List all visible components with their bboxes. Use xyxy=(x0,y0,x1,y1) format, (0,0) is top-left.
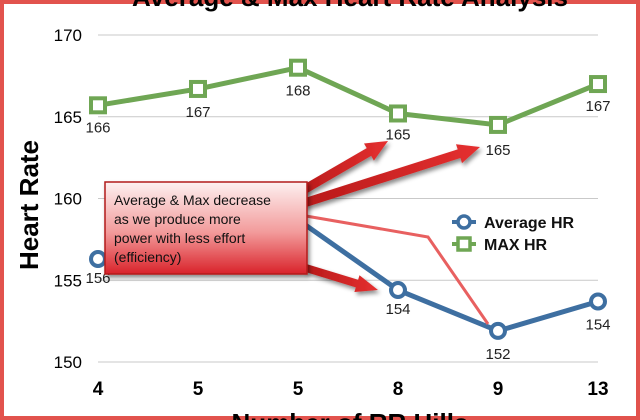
marker-average-hr xyxy=(389,281,407,300)
marker-max-hr xyxy=(589,75,607,94)
annotation-text-line: power with less effort xyxy=(114,230,245,246)
legend-label: MAX HR xyxy=(484,237,548,254)
x-axis-ticks: 4 5 5 8 9 13 xyxy=(93,379,609,400)
chart-title: Average & Max Heart Rate Analysis xyxy=(132,0,568,12)
annotation-arrow-to-max-8 xyxy=(297,141,388,196)
y-tick-label: 160 xyxy=(54,190,82,209)
data-label: 167 xyxy=(585,98,610,115)
series-line-max-hr xyxy=(95,65,601,128)
legend-label: Average HR xyxy=(484,215,575,232)
marker-max-hr xyxy=(389,104,407,123)
annotation-box xyxy=(104,181,308,275)
x-tick-label: 4 xyxy=(93,379,104,400)
data-label: 154 xyxy=(385,301,410,318)
legend-marker-average-hr xyxy=(456,214,472,230)
data-label: 154 xyxy=(585,317,610,334)
y-tick-label: 170 xyxy=(54,26,82,45)
legend-marker-max-hr xyxy=(456,236,472,252)
marker-average-hr xyxy=(89,249,107,268)
annotation-text-line: (efficiency) xyxy=(114,249,181,265)
x-tick-label: 13 xyxy=(587,379,608,400)
annotation-arrow-to-avg-8 xyxy=(304,264,378,292)
x-tick-label: 5 xyxy=(293,379,304,400)
y-tick-label: 150 xyxy=(54,353,82,372)
marker-max-hr xyxy=(289,58,307,77)
x-tick-label: 5 xyxy=(193,379,204,400)
x-axis-label: Number of RR Hills xyxy=(232,408,469,420)
data-label: 168 xyxy=(285,83,310,100)
data-label: 166 xyxy=(85,119,110,136)
annotation-layer: Average & Max decrease as we produce more… xyxy=(104,141,490,325)
legend: Average HR MAX HR xyxy=(452,214,575,254)
annotation-arrow-to-max-9 xyxy=(302,144,480,208)
annotation-connector-line xyxy=(305,214,490,325)
y-axis-ticks: 150 155 160 165 170 xyxy=(54,26,82,372)
y-axis-label: Heart Rate xyxy=(14,140,44,270)
data-label: 165 xyxy=(485,142,510,159)
marker-max-hr xyxy=(89,96,107,115)
marker-max-hr xyxy=(189,79,207,98)
marker-max-hr xyxy=(489,115,507,134)
series-line-average-hr xyxy=(295,217,601,334)
data-label: 165 xyxy=(385,126,410,143)
x-tick-label: 8 xyxy=(393,379,404,400)
marker-average-hr xyxy=(589,292,607,311)
data-label: 152 xyxy=(485,346,510,363)
y-tick-label: 155 xyxy=(54,271,82,290)
x-tick-label: 9 xyxy=(493,379,504,400)
annotation-text-line: Average & Max decrease xyxy=(114,192,271,208)
marker-average-hr xyxy=(489,321,507,340)
y-tick-label: 165 xyxy=(54,108,82,127)
data-label: 167 xyxy=(185,104,210,121)
annotation-text-line: as we produce more xyxy=(114,211,241,227)
